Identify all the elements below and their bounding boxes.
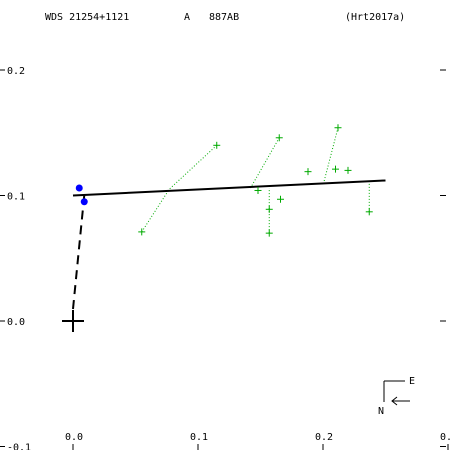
y-tick-label: -0.1 [7,443,31,450]
observation-point [265,205,273,213]
y-tick-label: 0.1 [7,192,25,203]
observation-point [334,124,342,132]
observation-point [332,165,339,173]
y-tick-label: 0.0 [7,317,25,328]
header-reference: (Hrt2017a) [345,12,405,23]
observation-point [265,229,273,237]
observation-residual-lines [141,127,370,234]
x-tick-label: 0.0 [65,432,83,443]
orbit-line [72,179,386,197]
measurement-points [75,184,88,206]
x-tick-label: 0.1 [190,432,208,443]
y-tick-label: 0.2 [7,66,25,77]
orbit-curve [72,179,386,197]
observation-markers [138,124,373,237]
observation-point [213,141,221,149]
observation-point [275,134,283,142]
observation-residual-line [250,137,280,189]
observation-point [344,166,352,174]
observation-point [304,168,312,176]
observation-residual-line [322,127,339,186]
observation-residual-line [141,188,170,233]
periastron-line [72,195,86,310]
compass-north-label: N [378,406,384,417]
observation-point [277,195,284,203]
compass-rose: E N [378,376,415,417]
observation-point [138,228,146,236]
observation-point [365,208,373,216]
observation-point [254,186,262,194]
x-tick-label: 0. [440,432,450,443]
header-wds: WDS 21254+1121 [45,12,129,23]
header-component: A [184,12,190,23]
axis-ticks [0,69,449,450]
measurement-point [80,198,88,206]
compass-arrowhead-icon [391,396,398,406]
header-discoverer: 887AB [209,12,239,23]
periastron-dashed-line [72,195,86,310]
observation-residual-line [168,144,218,190]
x-tick-label: 0.2 [315,432,333,443]
compass-east-label: E [409,376,415,387]
axis-tick-labels: 0.2 0.1 0.0 -0.1 0.0 0.1 0.2 0. [7,66,450,450]
primary-star-marker [62,310,84,332]
measurement-point [75,184,83,192]
